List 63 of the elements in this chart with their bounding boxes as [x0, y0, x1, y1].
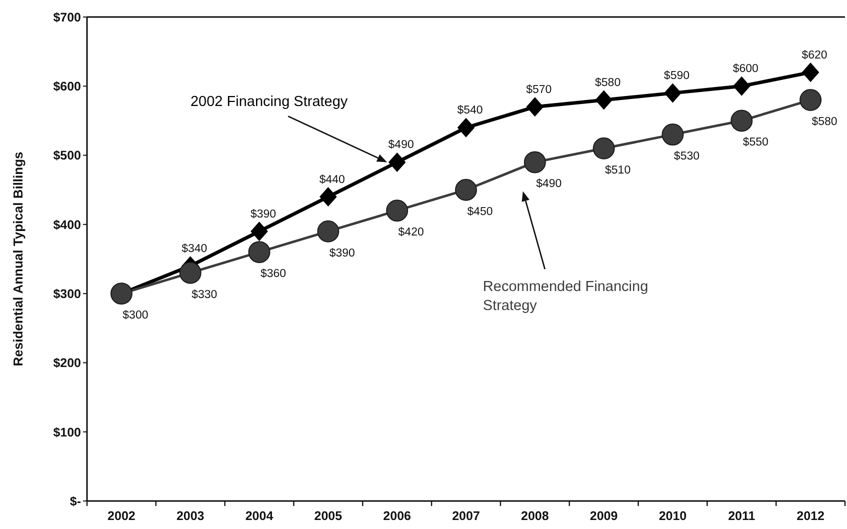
text: 2002 Financing Strategy: [190, 94, 348, 110]
x-tick-label: 2003: [176, 509, 204, 523]
data-label: $420: [398, 226, 424, 239]
point: [320, 187, 337, 206]
x-tick-label: 2008: [521, 509, 549, 523]
y-tick-label: $400: [53, 218, 82, 232]
x-tick-label: 2002: [108, 509, 136, 523]
point: [595, 90, 612, 110]
data-label: $580: [812, 116, 838, 128]
data-label: $300: [122, 310, 148, 322]
data-label: $390: [329, 247, 355, 260]
data-label: $390: [250, 208, 276, 220]
point: [455, 178, 477, 201]
data-label: $510: [605, 164, 631, 176]
x-tick-label: 2004: [245, 509, 274, 523]
y-tick-label: $100: [53, 425, 82, 440]
x-tick-label: 2006: [383, 509, 412, 523]
data-label: $490: [388, 139, 414, 152]
data-label: $330: [192, 288, 218, 301]
point: [662, 124, 684, 146]
data-label: $340: [182, 242, 208, 255]
data-label: $590: [664, 70, 690, 82]
point: [800, 88, 822, 111]
point: [386, 200, 408, 222]
data-label: $450: [467, 206, 493, 218]
point: [317, 220, 340, 242]
data-label: $540: [457, 104, 483, 117]
data-label: $620: [802, 49, 828, 62]
point: [110, 282, 132, 305]
x-tick-label: 2007: [452, 509, 480, 523]
point: [802, 62, 820, 82]
point: [388, 152, 406, 172]
point: [592, 137, 615, 160]
data-label: $440: [319, 174, 345, 186]
point: [250, 222, 268, 241]
point: [733, 76, 750, 96]
data-label: $490: [536, 178, 562, 190]
point: [179, 262, 202, 284]
y-tick-label: $200: [53, 356, 82, 370]
y-tick-label: $300: [53, 287, 82, 302]
x-tick-label: 2005: [314, 509, 342, 523]
point: [248, 241, 270, 264]
x-tick-label: 2010: [658, 509, 687, 523]
x-tick-label: 2009: [590, 509, 618, 523]
y-tick-label: $-: [70, 494, 81, 508]
data-label: $360: [260, 268, 286, 280]
y-tick-label: $600: [53, 80, 82, 94]
text: Recommended Financing Strategy: [482, 279, 648, 314]
y-tick-label: $700: [53, 10, 82, 24]
y-axis-title: Residential Annual Typical Billings: [10, 152, 26, 366]
x-tick-label: 2012: [796, 509, 824, 523]
y-tick-label: $500: [53, 148, 82, 163]
x-tick-label: 2011: [728, 509, 756, 523]
data-label: $530: [674, 150, 700, 163]
point: [730, 110, 753, 132]
point: [524, 151, 546, 174]
point: [458, 118, 474, 138]
data-label: $550: [742, 136, 768, 149]
data-label: $600: [732, 63, 758, 76]
point: [526, 97, 544, 116]
data-label: $570: [526, 84, 552, 96]
point: [664, 84, 682, 103]
data-label: $580: [595, 76, 621, 89]
